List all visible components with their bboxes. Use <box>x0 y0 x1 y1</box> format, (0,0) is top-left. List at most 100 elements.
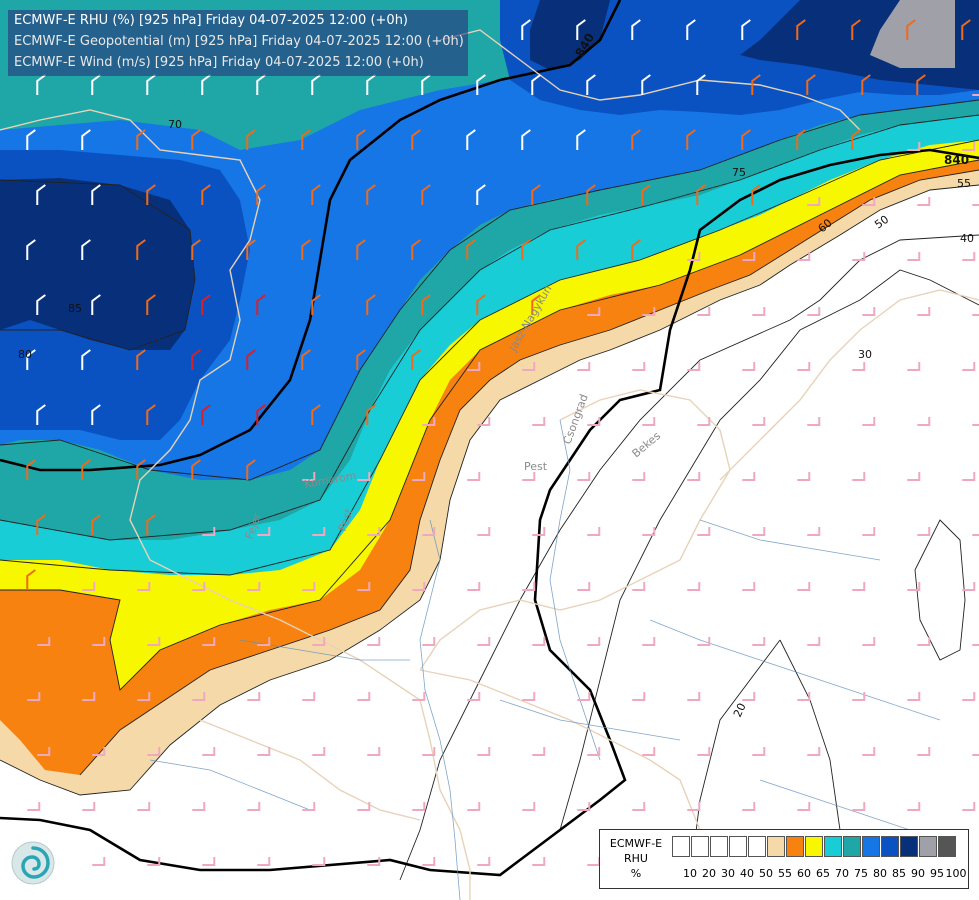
wind-barb <box>247 692 261 701</box>
wind-barb <box>852 582 866 591</box>
wind-barb <box>246 349 256 370</box>
wind-barb <box>146 184 156 205</box>
legend-box-60 <box>786 836 804 857</box>
legend-variable: RHU <box>624 852 648 865</box>
wind-barb <box>357 692 371 701</box>
wind-barb <box>356 349 366 370</box>
wind-barb <box>26 349 36 370</box>
wind-barb <box>917 637 931 646</box>
wind-barb <box>81 239 91 260</box>
wind-barb <box>852 692 866 701</box>
wind-barb <box>367 857 381 866</box>
rh-label-75: 75 <box>732 166 746 179</box>
wind-barb <box>366 404 376 425</box>
wind-barb <box>256 74 266 95</box>
wind-barb <box>632 802 646 811</box>
wind-barb <box>972 644 979 646</box>
wind-barb <box>522 362 536 371</box>
wind-barb <box>477 857 491 866</box>
wind-barb <box>532 747 546 756</box>
wind-barb <box>851 19 861 40</box>
wind-barb <box>532 527 546 536</box>
wind-barb <box>357 582 371 591</box>
wind-barb <box>632 362 646 371</box>
wind-barb <box>577 582 591 591</box>
wind-barb <box>146 74 156 95</box>
legend-box-90 <box>900 836 918 857</box>
wind-barb <box>972 94 979 96</box>
wind-barb <box>467 582 481 591</box>
wind-barb <box>422 637 436 646</box>
wind-barb <box>311 184 321 205</box>
wind-barb <box>477 417 491 426</box>
rh-label-40: 40 <box>960 232 974 245</box>
wind-barb <box>422 527 436 536</box>
wind-barb <box>587 417 601 426</box>
legend-label-40: 40 <box>740 867 754 880</box>
wind-barb <box>82 582 96 591</box>
wind-barb <box>697 637 711 646</box>
wind-barb <box>191 129 201 150</box>
wind-barb <box>81 129 91 150</box>
wind-barb <box>81 459 91 480</box>
wind-barb <box>907 692 921 701</box>
legend-label-30: 30 <box>721 867 735 880</box>
wind-barb <box>256 184 266 205</box>
wind-barb <box>697 527 711 536</box>
wind-barb <box>201 184 211 205</box>
wind-barb <box>962 472 976 481</box>
wind-barb <box>137 692 151 701</box>
wind-barb <box>697 747 711 756</box>
wind-barb <box>476 184 486 205</box>
wind-barb <box>741 129 751 150</box>
wind-barb <box>522 802 536 811</box>
wind-barb <box>246 459 256 480</box>
wind-barb <box>742 472 756 481</box>
wind-barb <box>36 404 46 425</box>
wind-barb <box>642 307 656 316</box>
legend-label-85: 85 <box>892 867 906 880</box>
wind-barb <box>36 184 46 205</box>
wind-barb <box>797 582 811 591</box>
wind-barb <box>202 527 216 536</box>
legend-label-20: 20 <box>702 867 716 880</box>
wind-barb <box>202 637 216 646</box>
wind-barb <box>806 74 816 95</box>
wind-barb <box>697 417 711 426</box>
wind-barb <box>686 129 696 150</box>
wind-barb <box>587 637 601 646</box>
legend-box-65 <box>805 836 823 857</box>
rh-80-area <box>0 20 979 480</box>
wind-barb <box>27 692 41 701</box>
wind-barb <box>851 129 861 150</box>
wind-barb <box>357 802 371 811</box>
wind-barb <box>136 239 146 260</box>
legend-title: ECMWF-E RHU % <box>602 836 670 881</box>
wind-barb <box>907 142 921 151</box>
wind-barb <box>532 637 546 646</box>
wind-barb <box>422 857 436 866</box>
wind-barb <box>92 747 106 756</box>
rh-label-70: 70 <box>168 118 182 131</box>
wind-barb <box>82 692 96 701</box>
wind-barb <box>862 197 876 206</box>
header-line-wind: ECMWF-E Wind (m/s) [925 hPa] Friday 04-0… <box>14 55 424 70</box>
wind-barb <box>92 637 106 646</box>
wind-barb <box>257 527 271 536</box>
wind-barb <box>576 19 586 40</box>
header-line-rhu: ECMWF-E RHU (%) [925 hPa] Friday 04-07-2… <box>14 13 408 28</box>
wind-barb <box>412 582 426 591</box>
wind-barb <box>751 74 761 95</box>
wind-barb <box>411 129 421 150</box>
wind-barb <box>741 19 751 40</box>
wind-barb <box>36 294 46 315</box>
wind-barb <box>917 197 931 206</box>
wind-barb <box>412 472 426 481</box>
wind-barb <box>36 74 46 95</box>
wind-barb <box>687 472 701 481</box>
wind-barb <box>37 637 51 646</box>
wind-barb <box>422 417 436 426</box>
wind-barb <box>577 692 591 701</box>
wind-barb <box>91 74 101 95</box>
